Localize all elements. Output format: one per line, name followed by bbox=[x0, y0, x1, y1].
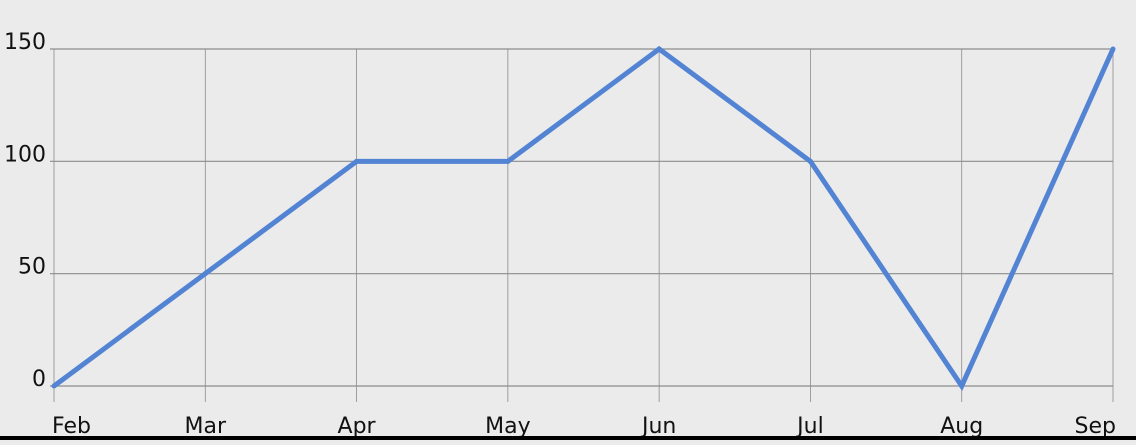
x-tick-label: May bbox=[485, 414, 530, 439]
x-tick-label: Jul bbox=[795, 414, 824, 439]
y-tick-label: 50 bbox=[18, 255, 46, 280]
bottom-edge-bar bbox=[0, 436, 1136, 440]
y-tick-label: 150 bbox=[4, 30, 46, 55]
data-point bbox=[959, 383, 965, 389]
data-point bbox=[1110, 46, 1116, 52]
x-tick-label: Jun bbox=[640, 414, 676, 439]
x-tick-label: Apr bbox=[338, 414, 377, 439]
data-point bbox=[505, 158, 511, 164]
data-point bbox=[354, 158, 360, 164]
y-axis-tick-labels: 0 50 100 150 bbox=[4, 30, 46, 392]
y-tick-label: 0 bbox=[32, 367, 46, 392]
data-point bbox=[51, 383, 57, 389]
data-point bbox=[656, 46, 662, 52]
series-layer bbox=[51, 45, 1116, 392]
grid bbox=[50, 48, 1114, 402]
series-line bbox=[52, 45, 1116, 392]
x-axis-tick-labels: Feb Mar Apr May Jun Jul Aug Sep bbox=[52, 414, 1116, 439]
x-tick-label: Mar bbox=[185, 414, 227, 439]
data-point bbox=[807, 158, 813, 164]
data-point bbox=[202, 271, 208, 277]
x-tick-label: Aug bbox=[940, 414, 983, 439]
y-tick-label: 100 bbox=[4, 142, 46, 167]
x-tick-label: Feb bbox=[52, 414, 91, 439]
x-tick-label: Sep bbox=[1075, 414, 1116, 439]
